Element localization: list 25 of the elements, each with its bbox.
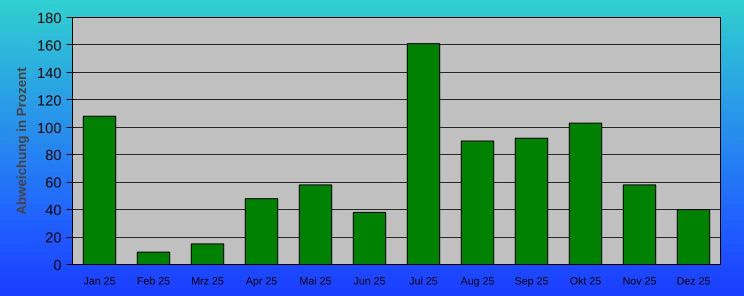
x-tick-label: Jun 25 [354, 276, 386, 288]
y-tick-label: 0 [53, 258, 62, 274]
x-tick-label: Okt 25 [570, 276, 602, 288]
x-tick-label: Nov 25 [622, 276, 656, 288]
x-tick-label: Jan 25 [84, 276, 116, 288]
x-tick-label: Feb 25 [136, 276, 170, 288]
y-tick-label: 20 [45, 230, 62, 247]
x-tick-label: Mrz 25 [191, 276, 224, 288]
y-tick-label: 160 [37, 38, 62, 54]
y-tick-label: 140 [37, 66, 62, 82]
y-tick-label: 120 [37, 93, 62, 110]
bar [136, 252, 170, 264]
x-tick-label: Dez 25 [676, 276, 710, 288]
bar [190, 243, 224, 264]
y-axis-title: Abweichung in Prozent [14, 66, 30, 215]
x-tick-label: Aug 25 [460, 276, 494, 288]
x-tick-label: Jul 25 [409, 276, 438, 288]
x-tick-label: Sep 25 [514, 276, 548, 288]
x-tick-label: Mai 25 [300, 276, 332, 288]
x-tick-label: Apr 25 [246, 276, 278, 288]
y-tick-label: 100 [37, 120, 62, 137]
y-tick-label: 80 [45, 148, 62, 164]
y-tick-label: 60 [45, 176, 62, 192]
y-tick-label: 180 [37, 11, 62, 27]
y-tick-label: 40 [45, 203, 62, 220]
